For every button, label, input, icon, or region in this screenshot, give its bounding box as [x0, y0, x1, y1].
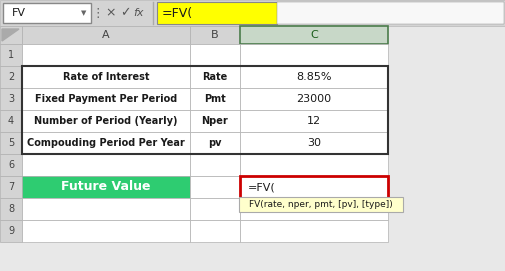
Text: 6: 6: [8, 160, 14, 170]
Bar: [239, 176, 387, 198]
Bar: [239, 26, 387, 44]
Text: Rate of Interest: Rate of Interest: [63, 72, 149, 82]
Text: 2: 2: [8, 72, 14, 82]
Bar: [22, 88, 189, 110]
Bar: [189, 88, 239, 110]
Bar: [0, 66, 22, 88]
Text: B: B: [211, 30, 218, 40]
Text: 12: 12: [307, 116, 321, 126]
Bar: [239, 88, 387, 110]
Bar: [22, 66, 387, 154]
Text: =FV(: =FV(: [247, 182, 275, 192]
Bar: [0, 220, 22, 242]
Bar: [189, 154, 239, 176]
Text: FV(rate, nper, pmt, [pv], [type]): FV(rate, nper, pmt, [pv], [type]): [248, 200, 392, 209]
Bar: [22, 66, 189, 88]
Bar: [189, 110, 239, 132]
Bar: [189, 26, 239, 44]
Bar: [0, 198, 22, 220]
Text: ⋮: ⋮: [91, 7, 104, 20]
Bar: [0, 26, 22, 44]
Bar: [0, 0, 505, 26]
Bar: [276, 2, 503, 24]
Text: Pmt: Pmt: [204, 94, 225, 104]
Bar: [22, 154, 189, 176]
Bar: [22, 26, 189, 44]
Bar: [238, 197, 402, 212]
Bar: [0, 154, 22, 176]
Bar: [22, 220, 189, 242]
Bar: [22, 132, 189, 154]
Bar: [189, 198, 239, 220]
Text: FV: FV: [12, 8, 26, 18]
Bar: [0, 176, 22, 198]
Text: A: A: [102, 30, 110, 40]
Text: Nper: Nper: [201, 116, 228, 126]
Text: 3: 3: [8, 94, 14, 104]
Text: pv: pv: [208, 138, 221, 148]
Bar: [239, 110, 387, 132]
Bar: [3, 3, 91, 23]
Bar: [22, 176, 189, 198]
Text: ▼: ▼: [81, 10, 86, 16]
Bar: [239, 132, 387, 154]
Text: 8: 8: [8, 204, 14, 214]
Text: Compouding Period Per Year: Compouding Period Per Year: [27, 138, 184, 148]
Text: Future Value: Future Value: [61, 180, 150, 193]
Bar: [239, 220, 387, 242]
Text: 4: 4: [8, 116, 14, 126]
Text: Number of Period (Yearly): Number of Period (Yearly): [34, 116, 177, 126]
Text: 7: 7: [8, 182, 14, 192]
Text: 9: 9: [8, 226, 14, 236]
Bar: [189, 66, 239, 88]
Bar: [239, 154, 387, 176]
Polygon shape: [2, 29, 19, 41]
Bar: [0, 132, 22, 154]
Bar: [157, 2, 276, 24]
Bar: [239, 66, 387, 88]
Text: Fixed Payment Per Period: Fixed Payment Per Period: [35, 94, 177, 104]
Text: 1: 1: [8, 50, 14, 60]
Text: =FV(: =FV(: [162, 7, 193, 20]
Text: 5: 5: [8, 138, 14, 148]
Text: 30: 30: [307, 138, 320, 148]
Text: ✓: ✓: [120, 7, 130, 20]
Bar: [189, 132, 239, 154]
Bar: [22, 110, 189, 132]
Text: ×: ×: [106, 7, 116, 20]
Bar: [239, 44, 387, 66]
Bar: [239, 198, 387, 220]
Text: 8.85%: 8.85%: [295, 72, 331, 82]
Bar: [22, 198, 189, 220]
Text: fx: fx: [133, 8, 144, 18]
Text: Rate: Rate: [202, 72, 227, 82]
Text: C: C: [310, 30, 317, 40]
Bar: [189, 176, 239, 198]
Bar: [22, 44, 189, 66]
Bar: [189, 220, 239, 242]
Bar: [0, 44, 22, 66]
Bar: [189, 44, 239, 66]
Text: 23000: 23000: [296, 94, 331, 104]
Bar: [0, 88, 22, 110]
Bar: [0, 110, 22, 132]
